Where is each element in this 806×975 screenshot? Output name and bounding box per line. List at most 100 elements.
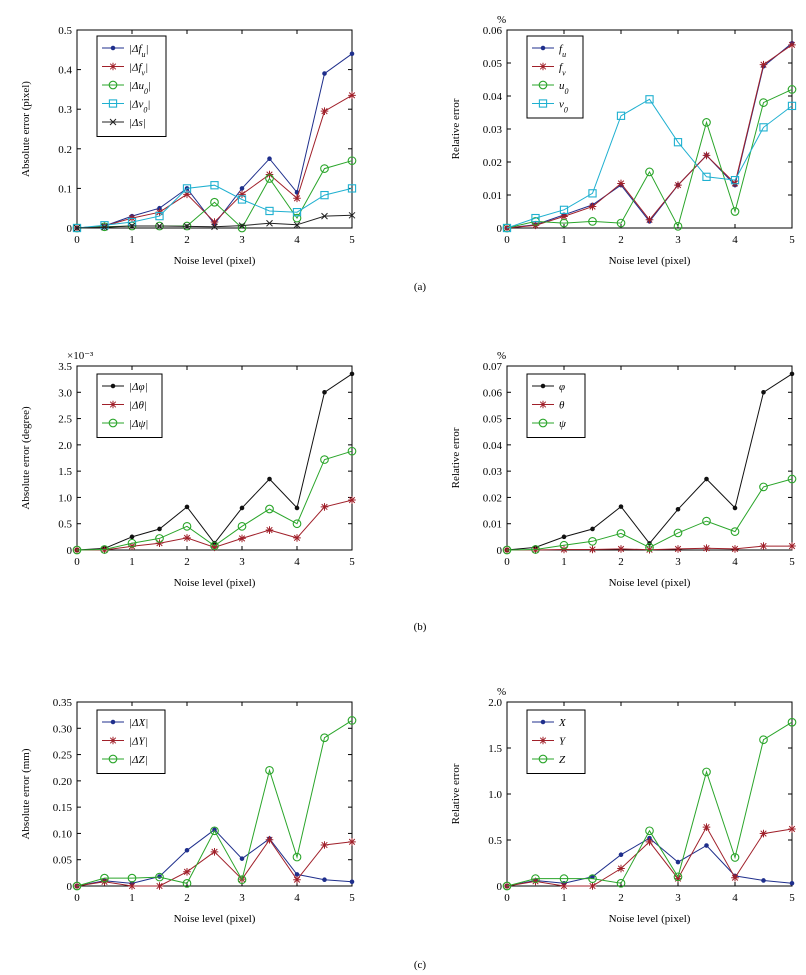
y-unit-note: ×10⁻³ [67, 350, 94, 362]
data-point [588, 536, 597, 546]
data-point [127, 538, 137, 548]
x-tick-label: 5 [789, 892, 795, 904]
data-point [183, 534, 191, 542]
legend-label: |Δθ| [129, 400, 147, 412]
legend-label: Y [559, 736, 567, 748]
series-line [506, 98, 793, 229]
data-point [100, 545, 109, 554]
data-point [155, 872, 164, 882]
data-point [502, 545, 512, 555]
series-5 [73, 211, 356, 232]
data-point [675, 506, 681, 512]
data-point [210, 826, 219, 836]
data-point [730, 527, 740, 536]
x-tick-label: 0 [504, 556, 510, 568]
data-point [502, 223, 512, 233]
data-point [293, 194, 301, 203]
legend-marker [108, 754, 118, 764]
x-tick-label: 5 [789, 556, 795, 568]
data-point [265, 526, 274, 534]
data-point [294, 872, 300, 877]
y-tick-label: 1.5 [488, 743, 502, 755]
data-point [182, 521, 192, 531]
data-point [184, 847, 190, 853]
y-axis-title: Relative error [450, 98, 462, 159]
x-tick-label: 5 [349, 892, 355, 904]
data-point [238, 222, 246, 229]
data-point [267, 156, 272, 161]
x-tick-label: 4 [294, 234, 300, 246]
data-point [788, 41, 796, 49]
x-tick-label: 1 [561, 556, 567, 568]
y-tick-label: 2.0 [488, 697, 502, 709]
y-tick-label: 0.25 [53, 750, 73, 762]
x-tick-label: 1 [561, 892, 567, 904]
data-point [210, 541, 219, 551]
data-point [759, 482, 768, 492]
data-point [731, 545, 739, 553]
legend-marker [540, 383, 546, 389]
data-point [559, 218, 569, 228]
data-point [156, 222, 163, 230]
data-point [321, 212, 328, 220]
y-tick-label: 3.5 [58, 361, 72, 373]
data-point [645, 95, 654, 104]
series-line [76, 719, 353, 887]
y-tick-label: 0.01 [483, 190, 502, 202]
legend-label: |Δs| [129, 117, 146, 129]
data-point [702, 544, 711, 552]
data-point [788, 542, 796, 550]
legend-marker [538, 80, 548, 90]
x-tick-label: 0 [74, 234, 80, 246]
data-point [128, 222, 136, 230]
legend-box [96, 373, 163, 438]
legend-marker [109, 118, 117, 126]
legend-marker [108, 80, 118, 90]
x-tick-label: 3 [675, 556, 681, 568]
data-point [531, 545, 540, 554]
data-point [730, 176, 740, 185]
data-point [531, 877, 540, 886]
data-point [616, 218, 626, 228]
data-point [645, 543, 654, 552]
y-tick-label: 0 [497, 545, 503, 557]
x-tick-label: 4 [732, 234, 738, 246]
legend-label: ψ [559, 418, 566, 430]
y-tick-label: 0.04 [483, 440, 503, 452]
y-tick-label: 1.0 [58, 492, 72, 504]
legend-label: fu [559, 43, 566, 59]
data-point [645, 838, 654, 846]
y-tick-label: 0.03 [483, 124, 503, 136]
x-tick-label: 0 [74, 556, 80, 568]
data-point [645, 215, 654, 224]
legend-label: θ [559, 400, 565, 412]
data-point [347, 446, 357, 456]
data-point [182, 184, 192, 193]
data-point [702, 151, 711, 160]
y-tick-label: 0 [67, 223, 73, 235]
series-3 [72, 716, 357, 891]
y-tick-label: 0.02 [483, 157, 502, 169]
y-tick-label: 0.05 [53, 855, 73, 867]
data-point [702, 767, 711, 777]
x-tick-label: 4 [294, 892, 300, 904]
y-tick-label: 0.06 [483, 25, 503, 37]
y-tick-label: 2.5 [58, 414, 72, 426]
data-point [674, 874, 682, 883]
data-point [673, 138, 683, 147]
data-point [730, 207, 740, 216]
data-point [759, 60, 768, 69]
data-point [267, 476, 272, 482]
data-point [211, 223, 218, 231]
data-point [531, 874, 540, 883]
y-tick-label: 0.2 [58, 144, 72, 156]
x-tick-label: 5 [789, 234, 795, 246]
data-point [237, 223, 247, 233]
y-tick-label: 0.05 [483, 58, 503, 70]
y-tick-label: 0.03 [483, 466, 503, 478]
data-point [320, 107, 329, 115]
legend-marker [109, 62, 117, 71]
series-2 [73, 835, 356, 890]
series-2 [73, 496, 356, 554]
y-tick-label: 0.3 [58, 104, 72, 116]
